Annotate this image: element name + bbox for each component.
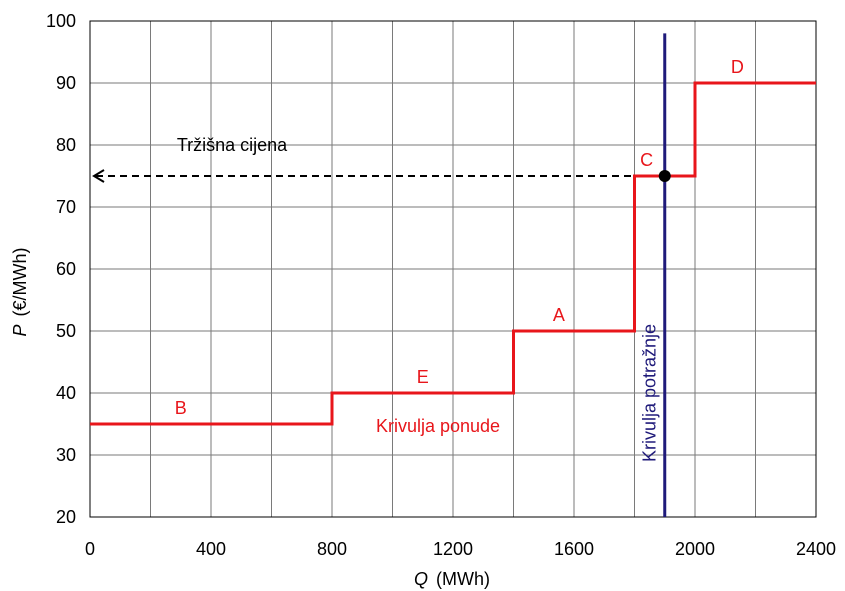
y-tick-label: 100 — [46, 11, 76, 31]
supply-step-labels: B E A C D — [175, 57, 744, 418]
y-tick-label: 40 — [56, 383, 76, 403]
y-tick-label: 60 — [56, 259, 76, 279]
x-tick-label: 1200 — [433, 539, 473, 559]
supply-curve-line — [90, 81, 816, 426]
x-tick-label: 1600 — [554, 539, 594, 559]
supply-step-label: A — [553, 305, 565, 325]
demand-curve-label: Krivulja potražnje — [640, 324, 660, 462]
x-tick-label: 400 — [196, 539, 226, 559]
y-tick-label: 80 — [56, 135, 76, 155]
x-tick-label: 2000 — [675, 539, 715, 559]
y-tick-label: 70 — [56, 197, 76, 217]
market-price-arrow — [92, 169, 657, 183]
y-axis-title: P (€/MWh) — [10, 247, 30, 336]
x-tick-labels: 0 400 800 1200 1600 2000 2400 — [85, 539, 836, 559]
x-axis-var: Q — [414, 569, 428, 589]
y-tick-label: 50 — [56, 321, 76, 341]
supply-step-label: B — [175, 398, 187, 418]
y-axis-unit: (€/MWh) — [10, 247, 30, 316]
grid — [90, 21, 816, 517]
y-tick-label: 30 — [56, 445, 76, 465]
y-tick-label: 20 — [56, 507, 76, 527]
y-axis-var: P — [10, 324, 30, 336]
x-axis-title: Q (MWh) — [414, 569, 490, 589]
x-tick-label: 800 — [317, 539, 347, 559]
supply-step-label: D — [731, 57, 744, 77]
equilibrium-point — [658, 170, 671, 182]
y-tick-labels: 20 30 40 50 60 70 80 90 100 — [46, 11, 76, 527]
x-tick-label: 2400 — [796, 539, 836, 559]
supply-step-label: E — [417, 367, 429, 387]
y-tick-label: 90 — [56, 73, 76, 93]
market-price-label: Tržišna cijena — [177, 135, 288, 155]
market-price-arrowhead — [92, 169, 105, 183]
supply-step-label: C — [640, 150, 653, 170]
x-tick-label: 0 — [85, 539, 95, 559]
supply-curve-label: Krivulja ponude — [376, 416, 500, 436]
plot-frame — [89, 20, 817, 518]
x-axis-unit: (MWh) — [436, 569, 490, 589]
